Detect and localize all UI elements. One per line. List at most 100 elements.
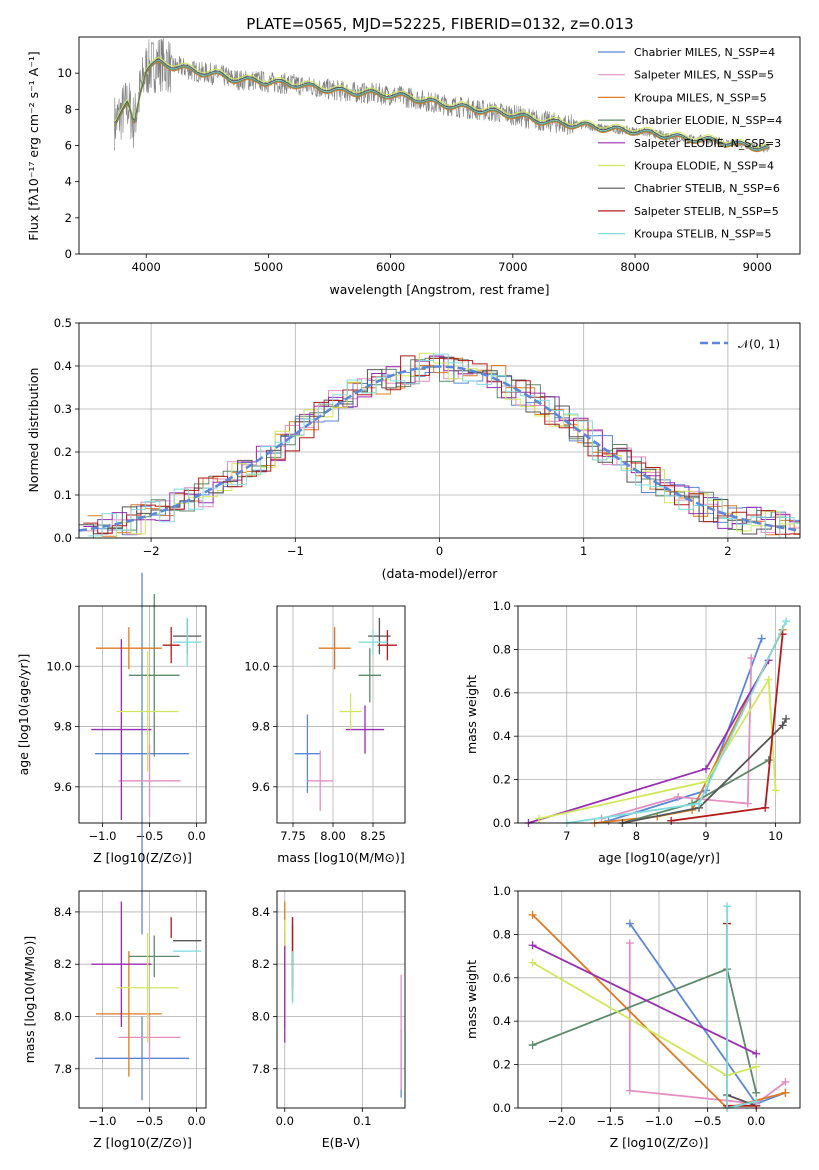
weight-marker	[674, 792, 683, 801]
legend-entry: Kroupa STELIB, N_SSP=5	[634, 228, 772, 241]
weight-marker	[534, 814, 543, 823]
histogram-step	[87, 352, 800, 539]
y-tick-label: 4	[65, 175, 72, 189]
hist-ylabel: Normed distribution	[26, 368, 41, 493]
legend-entry: Salpeter MILES, N_SSP=5	[634, 69, 774, 82]
x-tick-label: 0	[436, 544, 443, 558]
legend-entry: Salpeter ELODIE, N_SSP=3	[634, 137, 781, 150]
y-tick-label: 9.8	[252, 720, 270, 734]
weight-marker	[752, 1049, 761, 1058]
weight-line	[566, 620, 787, 824]
weight-marker	[747, 654, 756, 663]
y-tick-label: 0.6	[493, 971, 511, 985]
weight-marker	[625, 1086, 634, 1095]
x-tick-label: 10	[768, 829, 783, 843]
x-tick-label: 6000	[376, 260, 405, 274]
x-tick-label: 7000	[498, 260, 527, 274]
axes-frame	[276, 605, 406, 824]
y-tick-label: 8.2	[54, 957, 72, 971]
y-tick-label: 0.2	[493, 1058, 511, 1072]
weight-line	[726, 1094, 757, 1107]
panel-xlabel: age [log10(age/yr)]	[598, 850, 720, 865]
y-tick-label: 0.4	[54, 359, 72, 373]
panel-ylabel: mass [log10(M/M⊙)]	[22, 936, 37, 1064]
x-tick-label: −0.5	[136, 829, 164, 843]
x-tick-label: 0.0	[187, 1114, 205, 1128]
weight-marker	[782, 617, 791, 626]
panel-age-z: −1.0 −0.5 0.0 9.6 9.8 10.0 Z [log10(Z/Z⊙)] age …	[16, 572, 207, 935]
hist-legend-entry: 𝒩(0, 1)	[738, 337, 780, 351]
y-tick-label: 6	[65, 139, 72, 153]
panel-xlabel: Z [log10(Z/Z⊙)]	[93, 850, 192, 865]
x-tick-label: 4000	[132, 260, 161, 274]
y-tick-label: 9.8	[54, 720, 72, 734]
weight-marker	[761, 803, 770, 812]
y-tick-label: 0.2	[493, 773, 511, 787]
panel-ylabel: mass weight	[464, 960, 479, 1039]
weight-marker	[781, 1077, 790, 1086]
weight-marker	[625, 919, 634, 928]
y-tick-label: 8.0	[252, 1009, 270, 1023]
y-tick-label: 0.4	[493, 1014, 511, 1028]
legend-entry: Kroupa MILES, N_SSP=5	[634, 91, 767, 104]
hist-xlabel: (data-model)/error	[382, 566, 499, 581]
panel-xlabel: Z [log10(Z/Z⊙)]	[93, 1135, 192, 1150]
weight-line	[532, 967, 758, 1094]
x-tick-label: 9000	[743, 260, 772, 274]
axes-frame	[517, 890, 801, 1109]
x-tick-label: −1.0	[89, 1114, 117, 1128]
legend-entry: Kroupa ELODIE, N_SSP=4	[634, 160, 774, 173]
y-tick-label: 8.0	[54, 1009, 72, 1023]
y-tick-label: 0.3	[54, 402, 72, 416]
x-tick-label: 2	[724, 544, 731, 558]
weight-line	[601, 658, 753, 820]
y-tick-label: 7.8	[54, 1062, 72, 1076]
panel-age-mass: 7.75 8.00 8.25 9.6 9.8 10.0 mass [log10(M/M⊙)]	[244, 605, 406, 865]
panel-xlabel: mass [log10(M/M⊙)]	[277, 850, 405, 865]
x-tick-label: −0.5	[694, 1114, 722, 1128]
weight-marker	[752, 1062, 761, 1071]
panel-ylabel: age [log10(age/yr)]	[16, 654, 31, 776]
model-spectrum	[114, 58, 769, 150]
weight-line	[622, 718, 787, 824]
legend-entry: Chabrier ELODIE, N_SSP=4	[634, 114, 782, 127]
x-tick-label: 0.0	[187, 829, 205, 843]
weight-line	[622, 759, 770, 824]
panel-weight-age: 7 8 9 10 0.0 0.2 0.4 0.6 0.8 1.0 age [log10(age/yr…	[464, 599, 801, 865]
weight-marker	[771, 786, 780, 795]
x-tick-label: −2.0	[548, 1114, 576, 1128]
x-tick-label: 8.00	[320, 829, 346, 843]
weight-marker	[667, 816, 676, 825]
normal-curve	[78, 365, 801, 532]
model-spectrum	[114, 61, 769, 153]
model-spectrum	[114, 60, 769, 152]
panel-xlabel: Z [log10(Z/Z⊙)]	[610, 1135, 709, 1150]
weight-marker	[702, 764, 710, 773]
legend-entry: Salpeter STELIB, N_SSP=5	[634, 205, 779, 218]
x-tick-label: 8.25	[360, 829, 386, 843]
weight-line	[532, 961, 757, 1077]
panel-xlabel: E(B-V)	[322, 1135, 361, 1150]
panel-mass-ebv: 0.0 0.1 7.8 8.0 8.2 8.4 E(B-V)	[252, 890, 406, 1150]
weight-marker	[723, 902, 732, 911]
weight-marker	[528, 1041, 537, 1050]
y-tick-label: 9.6	[252, 780, 270, 794]
x-tick-label: −1.0	[645, 1114, 673, 1128]
spectrum-ylabel: Flux [fλ10⁻¹⁷ erg cm⁻² s⁻¹ A⁻¹]	[26, 51, 41, 240]
x-tick-label: 9	[702, 829, 709, 843]
y-tick-label: 0.4	[493, 729, 511, 743]
y-tick-label: 0.8	[493, 927, 511, 941]
y-tick-label: 7.8	[252, 1062, 270, 1076]
x-tick-label: 7	[563, 829, 570, 843]
y-tick-label: 0.0	[493, 1101, 511, 1115]
x-tick-label: 0.1	[353, 1114, 371, 1128]
axes-frame	[276, 890, 406, 1109]
legend-entry: Chabrier STELIB, N_SSP=6	[634, 182, 780, 195]
weight-marker	[528, 910, 537, 919]
y-tick-label: 10.0	[46, 659, 72, 673]
panel-mass-z: −1.0 −0.5 0.0 7.8 8.0 8.2 8.4 Z [log10(Z/Z⊙)] ma…	[22, 890, 207, 1150]
y-tick-label: 10	[57, 66, 72, 80]
weight-marker	[625, 939, 634, 948]
y-tick-label: 8	[65, 102, 72, 116]
